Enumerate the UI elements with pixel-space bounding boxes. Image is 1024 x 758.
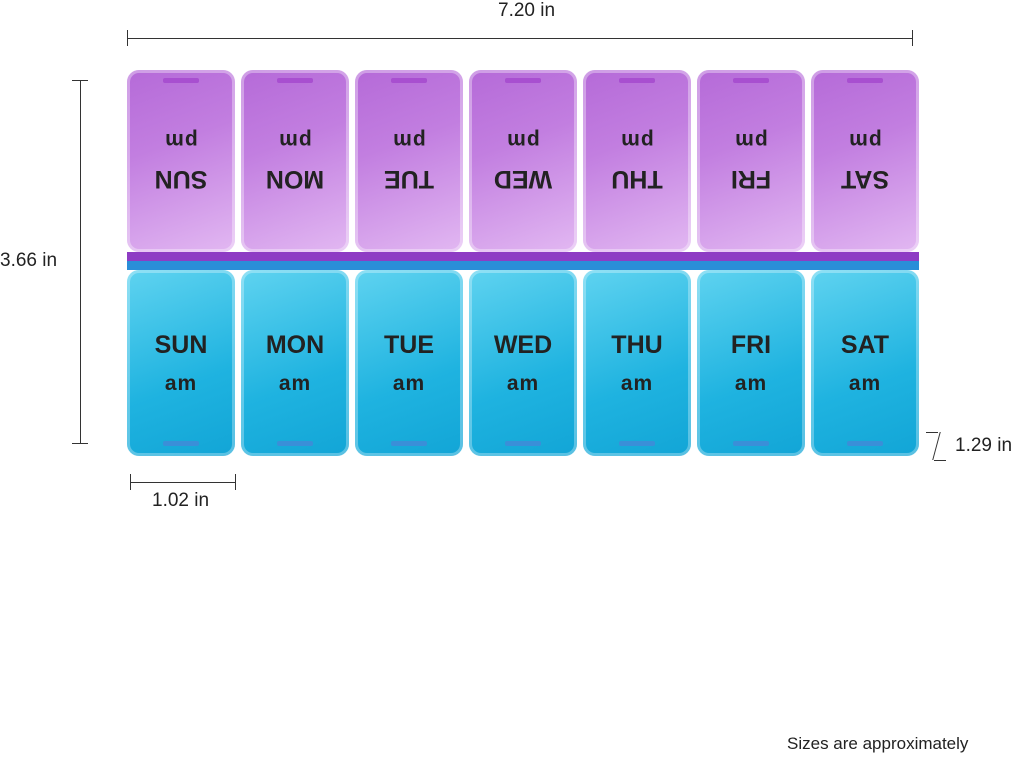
lid-tab (391, 441, 427, 446)
day-label: TUE (384, 165, 434, 194)
lid-tab (505, 78, 541, 83)
lid-tab (733, 78, 769, 83)
cw-tick-left (130, 474, 131, 490)
period-label: pm (164, 129, 198, 153)
am-compartment-sun[interactable]: SUN am (127, 270, 235, 456)
height-dimension-line (80, 80, 81, 443)
depth-tick-top (926, 432, 938, 433)
lid-tab (733, 441, 769, 446)
cw-tick-right (235, 474, 236, 490)
pm-row: const d0=JSON.parse(document.getElementB… (127, 70, 919, 252)
period-label: am (620, 371, 654, 395)
day-label: WED (493, 165, 553, 194)
lid-tab (505, 441, 541, 446)
lid-tab (277, 441, 313, 446)
am-compartment-tue[interactable]: TUE am (355, 270, 463, 456)
period-label: am (506, 371, 540, 395)
period-label: pm (392, 129, 426, 153)
period-label: pm (278, 129, 312, 153)
day-label: SUN (154, 330, 208, 359)
day-label: SAT (840, 330, 890, 359)
height-dim-tick-bottom (72, 443, 88, 444)
height-label: 3.66 in (0, 250, 58, 271)
lid-tab (391, 78, 427, 83)
day-label: FRI (730, 330, 772, 359)
depth-tick-bottom (934, 460, 946, 461)
depth-label: 1.29 in (955, 435, 1013, 456)
pm-compartment-sun[interactable]: SUN pm (127, 70, 235, 252)
day-label: MON (265, 165, 325, 194)
footnote: Sizes are approximately (787, 734, 969, 753)
pm-compartment-mon[interactable]: MON pm (241, 70, 349, 252)
depth-dimension-line (932, 432, 941, 460)
pm-compartment-wed[interactable]: WED pm (469, 70, 577, 252)
lid-tab (277, 78, 313, 83)
width-label: 7.20 in (498, 0, 556, 21)
pm-compartment-thu[interactable]: THU pm (583, 70, 691, 252)
am-compartment-sat[interactable]: SAT am (811, 270, 919, 456)
day-label: MON (265, 330, 325, 359)
pm-compartment-tue[interactable]: TUE pm (355, 70, 463, 252)
pm-base (127, 252, 919, 261)
day-label: THU (611, 330, 663, 359)
am-compartment-mon[interactable]: MON am (241, 270, 349, 456)
width-dim-tick-right (912, 30, 913, 46)
day-label: FRI (730, 165, 772, 194)
lid-tab (163, 441, 199, 446)
height-dim-tick-top (72, 80, 88, 81)
lid-tab (163, 78, 199, 83)
period-label: pm (506, 129, 540, 153)
pm-compartment-fri[interactable]: FRI pm (697, 70, 805, 252)
day-label: WED (493, 330, 553, 359)
period-label: am (164, 371, 198, 395)
day-label: THU (611, 165, 663, 194)
pm-compartment-sat[interactable]: SAT pm (811, 70, 919, 252)
lid-tab (619, 78, 655, 83)
am-row: d0.am_row.days.forEach((x,i)=>document.w… (127, 270, 919, 456)
lid-tab (619, 441, 655, 446)
width-dimension-line (127, 38, 912, 39)
period-label: pm (848, 129, 882, 153)
period-label: pm (734, 129, 768, 153)
period-label: am (734, 371, 768, 395)
lid-tab (847, 78, 883, 83)
am-compartment-wed[interactable]: WED am (469, 270, 577, 456)
am-compartment-thu[interactable]: THU am (583, 270, 691, 456)
am-compartment-fri[interactable]: FRI am (697, 270, 805, 456)
period-label: pm (620, 129, 654, 153)
period-label: am (848, 371, 882, 395)
day-label: SAT (840, 165, 890, 194)
lid-tab (847, 441, 883, 446)
period-label: am (392, 371, 426, 395)
day-label: SUN (154, 165, 208, 194)
compartment-width-line (130, 482, 235, 483)
width-dim-tick-left (127, 30, 128, 46)
compartment-width-label: 1.02 in (152, 490, 210, 511)
am-base (127, 261, 919, 270)
day-label: TUE (384, 330, 434, 359)
period-label: am (278, 371, 312, 395)
